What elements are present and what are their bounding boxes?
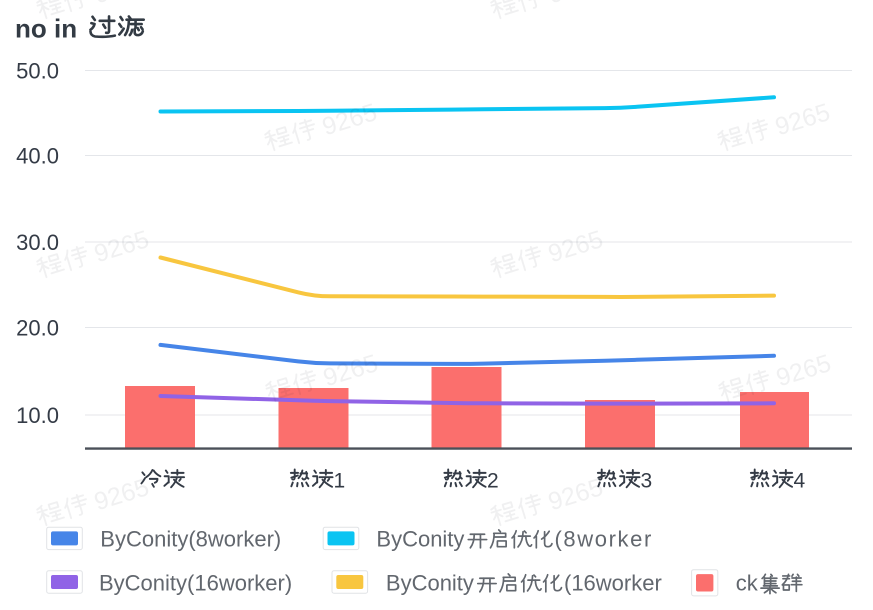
- svg-text:ck: ck: [736, 571, 759, 596]
- svg-text:2: 2: [487, 470, 499, 493]
- svg-text:(16worker: (16worker: [564, 571, 662, 596]
- svg-text:4: 4: [794, 470, 806, 493]
- svg-text:50.0: 50.0: [16, 59, 59, 84]
- svg-text:10.0: 10.0: [16, 403, 59, 428]
- svg-text:ByConity: ByConity: [386, 571, 474, 596]
- svg-text:ByConity(8worker): ByConity(8worker): [100, 527, 281, 552]
- svg-text:20.0: 20.0: [16, 316, 59, 341]
- svg-text:40.0: 40.0: [16, 144, 59, 169]
- svg-text:1: 1: [334, 470, 346, 493]
- svg-text:30.0: 30.0: [16, 230, 59, 255]
- svg-text:(8worker: (8worker: [555, 527, 653, 552]
- svg-text:ByConity: ByConity: [376, 527, 464, 552]
- svg-text:ByConity(16worker): ByConity(16worker): [99, 571, 292, 596]
- svg-text:3: 3: [641, 470, 653, 493]
